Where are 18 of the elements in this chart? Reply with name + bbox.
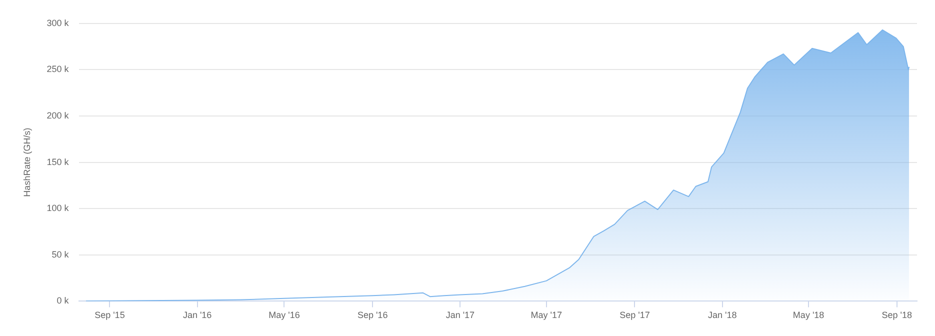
y-tick-label: 250 k <box>46 64 70 74</box>
x-tick-label: May '17 <box>530 310 562 320</box>
x-tick-label: Sep '16 <box>357 310 388 320</box>
y-axis-title: HashRate (GH/s) <box>22 128 32 197</box>
y-tick-label: 50 k <box>52 249 70 260</box>
y-tick-label: 100 k <box>46 203 70 214</box>
y-tick-label: 150 k <box>46 156 70 167</box>
x-tick-label: May '18 <box>792 310 824 320</box>
x-tick-label: Jan '17 <box>446 310 475 320</box>
x-tick-label: Sep '15 <box>94 310 125 320</box>
x-tick-label: Sep '18 <box>882 310 912 320</box>
x-tick-label: May '16 <box>268 310 300 320</box>
y-tick-label: 0 k <box>56 296 70 306</box>
x-tick-label: Jan '16 <box>182 310 212 320</box>
x-tick-label: Sep '17 <box>620 310 650 320</box>
y-tick-label: 200 k <box>46 110 70 120</box>
x-tick-label: Jan '18 <box>708 310 737 320</box>
y-tick-label: 300 k <box>46 18 70 28</box>
